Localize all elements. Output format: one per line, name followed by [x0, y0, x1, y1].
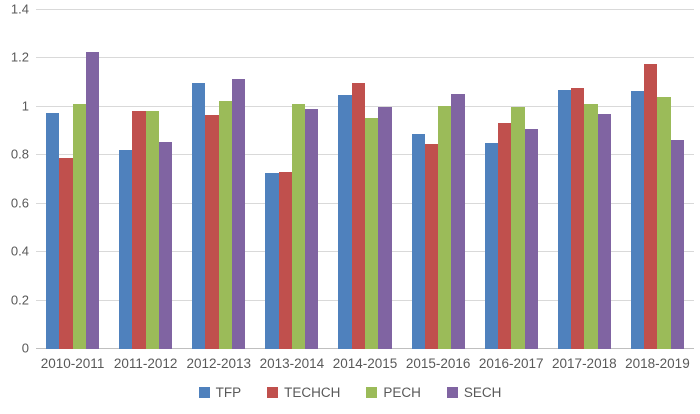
y-tick-label: 0.2 — [10, 292, 29, 308]
bar-pech-2013-2014 — [291, 104, 306, 349]
bar-techch-2012-2013 — [205, 115, 219, 349]
bar-sech-2011-2012 — [158, 141, 173, 349]
y-tick-label: 1.2 — [10, 49, 29, 65]
bar-pech-2015-2016 — [438, 105, 452, 349]
bar-pech-2014-2015 — [364, 117, 379, 349]
bar-group-2016-2017 — [475, 10, 548, 349]
bar-tfp-2015-2016 — [411, 133, 425, 349]
bar-group-2014-2015 — [328, 10, 401, 349]
gridline: 1 — [22, 98, 694, 113]
y-tick-label: 1 — [21, 98, 29, 114]
bar-pech-2012-2013 — [218, 100, 233, 349]
bar-sech-2016-2017 — [524, 128, 538, 349]
x-tick-label: 2010-2011 — [40, 356, 105, 371]
bar-sech-2014-2015 — [378, 106, 392, 349]
y-tick-label: 0.8 — [10, 146, 29, 162]
legend-label: TECHCH — [284, 385, 341, 400]
legend-label: SECH — [463, 385, 502, 400]
bar-pech-2010-2011 — [72, 104, 86, 349]
bar-techch-2016-2017 — [497, 122, 512, 349]
x-tick-label: 2014-2015 — [332, 356, 398, 371]
bar-techch-2014-2015 — [351, 82, 365, 349]
x-tick-label: 2016-2017 — [478, 356, 544, 371]
bar-group-2012-2013 — [182, 10, 255, 349]
bar-tfp-2017-2018 — [557, 89, 572, 349]
x-tick-label: 2018-2019 — [625, 356, 690, 371]
legend-item-pech: PECH — [366, 385, 421, 400]
x-tick-label: 2011-2012 — [113, 356, 178, 371]
bar-tfp-2012-2013 — [192, 82, 206, 349]
legend-swatch-tfp — [198, 387, 210, 398]
legend-item-sech: SECH — [446, 385, 502, 400]
bar-group-2015-2016 — [402, 10, 475, 349]
legend-label: TFP — [215, 385, 242, 400]
bar-group-2013-2014 — [255, 10, 328, 349]
bar-group-2010-2011 — [36, 10, 109, 349]
legend-swatch-techch — [267, 387, 279, 398]
bar-tfp-2013-2014 — [265, 173, 279, 349]
bar-techch-2011-2012 — [132, 110, 146, 349]
legend-swatch-sech — [446, 387, 458, 398]
legend-label: PECH — [383, 385, 421, 400]
bar-sech-2015-2016 — [451, 93, 465, 349]
x-tick-label: 2015-2016 — [405, 356, 471, 371]
bar-techch-2010-2011 — [59, 157, 73, 349]
bar-tfp-2011-2012 — [119, 150, 133, 349]
bar-tfp-2018-2019 — [630, 91, 645, 349]
bar-tfp-2010-2011 — [45, 112, 60, 349]
legend-item-techch: TECHCH — [267, 385, 340, 400]
x-tick-label: 2013-2014 — [259, 356, 325, 371]
bar-techch-2013-2014 — [278, 172, 292, 349]
bar-group-2017-2018 — [548, 10, 621, 349]
bar-tfp-2014-2015 — [338, 94, 352, 349]
y-tick-label: 0 — [21, 340, 29, 356]
chart-legend: TFP TECHCH PECH SECH — [0, 385, 700, 400]
bar-tfp-2016-2017 — [484, 143, 498, 349]
x-tick-label: 2012-2013 — [186, 356, 252, 371]
gridline: 1.2 — [11, 50, 694, 65]
x-tick-label: 2017-2018 — [552, 356, 617, 371]
bar-techch-2015-2016 — [424, 144, 439, 349]
bar-techch-2018-2019 — [644, 64, 658, 349]
bar-pech-2011-2012 — [145, 110, 159, 349]
bar-pech-2017-2018 — [584, 104, 598, 349]
legend-item-tfp: TFP — [198, 385, 242, 400]
bar-pech-2016-2017 — [511, 106, 525, 349]
plot-area: 0 0.2 0.4 0.6 0.8 1 1.2 1.4 — [11, 2, 694, 356]
y-tick-label: 1.4 — [10, 1, 29, 17]
bar-sech-2017-2018 — [597, 114, 611, 349]
bar-sech-2012-2013 — [232, 79, 246, 349]
legend-swatch-pech — [366, 387, 378, 398]
bar-techch-2017-2018 — [571, 87, 585, 349]
bar-sech-2018-2019 — [670, 139, 685, 349]
bar-group-2011-2012 — [109, 10, 182, 349]
bar-sech-2010-2011 — [85, 52, 100, 349]
y-tick-label: 0.6 — [10, 195, 29, 211]
bar-sech-2013-2014 — [305, 109, 319, 349]
bar-pech-2018-2019 — [657, 97, 671, 349]
y-tick-label: 0.4 — [10, 243, 29, 259]
gridline: 1.4 — [11, 2, 694, 17]
bar-group-2018-2019 — [621, 10, 694, 349]
